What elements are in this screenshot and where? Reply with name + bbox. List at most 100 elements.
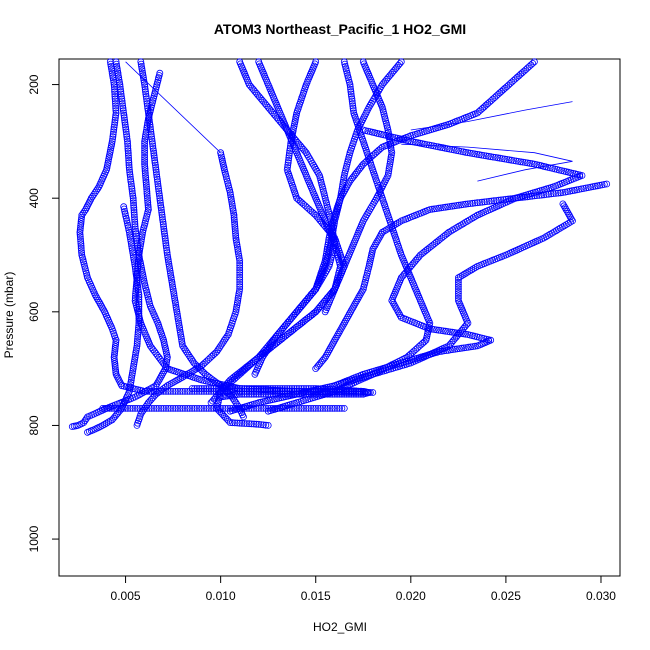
data-point [459, 220, 467, 228]
data-point [141, 147, 149, 154]
data-point [135, 296, 143, 303]
data-point [446, 328, 454, 336]
data-point [512, 194, 519, 202]
data-point [271, 386, 279, 394]
data-point [159, 220, 167, 228]
data-point [392, 220, 400, 228]
data-point [138, 65, 146, 73]
data-point [284, 163, 291, 171]
data-point [248, 404, 255, 412]
data-point [131, 265, 139, 273]
data-point [154, 378, 162, 386]
data-point [141, 149, 149, 157]
data-point [462, 344, 470, 352]
data-point [386, 137, 394, 145]
data-point [483, 198, 491, 206]
data-point [232, 306, 240, 313]
data-point [198, 385, 206, 392]
data-point [129, 249, 137, 257]
data-point [566, 187, 574, 195]
data-point [184, 370, 192, 378]
data-point [172, 387, 179, 395]
x-tick-label-2: 0.015 [301, 589, 331, 603]
data-point [466, 200, 474, 208]
data-point [453, 202, 461, 209]
data-point [276, 404, 284, 412]
data-point [217, 404, 225, 412]
data-point [143, 187, 151, 195]
data-point [321, 385, 329, 393]
data-point [163, 353, 171, 361]
data-point [152, 166, 160, 174]
data-point [141, 142, 149, 150]
data-point [337, 325, 345, 333]
data-point [349, 104, 357, 112]
data-point [134, 331, 142, 338]
data-point [333, 404, 341, 412]
data-point [399, 272, 407, 280]
data-point [195, 385, 203, 392]
y-axis-label: Pressure (mbar) [2, 272, 16, 359]
data-point [222, 334, 230, 342]
data-point [135, 300, 143, 308]
data-point [274, 404, 282, 412]
data-point [144, 199, 152, 207]
data-point [166, 269, 174, 277]
data-point [117, 85, 124, 93]
data-point [481, 198, 488, 206]
data-point [117, 404, 125, 412]
data-point [347, 88, 355, 96]
data-point [138, 233, 146, 241]
data-point [453, 223, 461, 231]
data-point [121, 116, 128, 124]
data-point [456, 345, 463, 353]
data-point [138, 67, 146, 75]
data-point [459, 201, 467, 208]
data-point [179, 404, 187, 412]
data-point [526, 193, 534, 200]
data-point [167, 380, 175, 387]
data-point [130, 206, 138, 214]
data-point [252, 404, 260, 412]
data-point [231, 385, 239, 392]
data-point [165, 258, 172, 266]
data-point [179, 387, 187, 395]
x-tick-label-3: 0.020 [396, 589, 426, 603]
data-point [163, 246, 171, 254]
data-point [128, 187, 136, 195]
data-point [221, 385, 229, 392]
data-point [559, 189, 567, 196]
data-point [373, 148, 381, 156]
data-point [236, 280, 244, 288]
data-point [116, 81, 124, 88]
data-point [141, 81, 149, 88]
data-point [319, 385, 327, 393]
data-point [542, 233, 550, 241]
data-point [439, 204, 447, 211]
data-point [454, 283, 462, 291]
data-point [350, 387, 358, 395]
data-point [154, 180, 162, 188]
data-point [133, 337, 141, 345]
data-point [135, 249, 143, 257]
data-point [116, 83, 124, 91]
data-point [120, 114, 128, 122]
data-point [190, 366, 198, 374]
data-point [161, 232, 169, 240]
data-point [283, 385, 291, 392]
data-point [76, 228, 84, 236]
data-point [111, 97, 119, 105]
data-point [135, 310, 143, 318]
data-point [388, 223, 396, 231]
data-point [228, 202, 236, 210]
data-point [177, 331, 185, 338]
data-point [243, 420, 251, 428]
data-point [321, 269, 329, 277]
data-point [136, 404, 144, 412]
data-point [217, 342, 225, 350]
data-point [150, 154, 158, 162]
data-point [278, 404, 286, 412]
data-point [437, 204, 445, 212]
data-point [384, 128, 392, 136]
data-point [526, 159, 534, 167]
